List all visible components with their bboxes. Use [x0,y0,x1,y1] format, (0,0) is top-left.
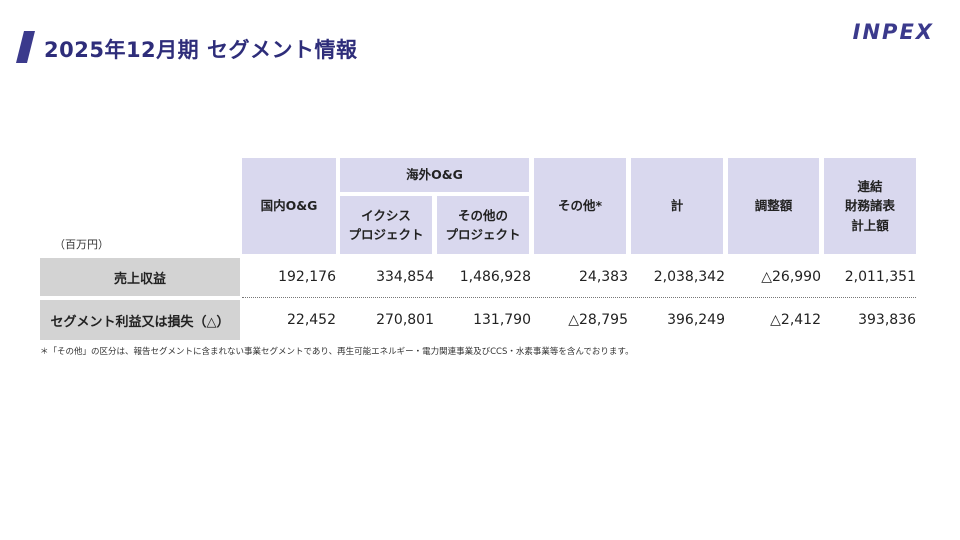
header-domestic-text: 国内O&G [260,198,318,214]
header-consolidated-line2: 財務諸表 [844,198,895,214]
header-total-text: 計 [670,198,684,214]
header-others: その他* [534,158,626,254]
revenue-adjustments: △26,990 [761,269,821,285]
profit-consolidated: 393,836 [858,312,916,328]
header-adjustments-text: 調整額 [754,198,793,214]
header-adjustments: 調整額 [728,158,819,254]
revenue-others: 24,383 [579,269,628,285]
profit-adjustments: △2,412 [770,312,821,328]
inpex-logo: INPEX [852,20,934,44]
page-title: 2025年12月期 セグメント情報 [44,38,358,62]
row-label-revenue: 売上収益 [40,258,240,296]
header-total: 計 [631,158,723,254]
profit-ichthys: 270,801 [376,312,434,328]
row-label-segment-profit-text: セグメント利益又は損失（△） [50,314,230,330]
header-ichthys: イクシス プロジェクト [340,196,432,254]
revenue-ichthys: 334,854 [376,269,434,285]
header-consolidated-line1: 連結 [857,178,883,194]
revenue-consolidated: 2,011,351 [844,269,916,285]
header-consolidated: 連結 財務諸表 計上額 [824,158,916,254]
header-overseas-group: 海外O&G [340,158,529,192]
footnote: ＊「その他」の区分は、報告セグメントに含まれない事業セグメントであり、再生可能エ… [40,347,634,357]
profit-domestic: 22,452 [287,312,336,328]
row-label-revenue-text: 売上収益 [113,271,166,287]
header-ichthys-line2: プロジェクト [348,227,424,242]
header-other-projects: その他の プロジェクト [437,196,529,254]
header-ichthys-line1: イクシス [361,207,411,223]
header-domestic: 国内O&G [242,158,336,254]
profit-other-projects: 131,790 [473,312,531,328]
header-overseas-text: 海外O&G [406,167,463,183]
header-other-projects-line1: その他の [457,207,508,223]
title-accent-bar [16,31,35,63]
header-other-projects-line2: プロジェクト [445,227,521,242]
row-divider [242,297,916,298]
revenue-other-projects: 1,486,928 [459,269,531,285]
revenue-total: 2,038,342 [653,269,725,285]
profit-total: 396,249 [667,312,725,328]
header-others-text: その他* [557,198,603,214]
profit-others: △28,795 [568,312,628,328]
revenue-domestic: 192,176 [278,269,336,285]
unit-label: （百万円） [54,238,109,251]
row-label-segment-profit: セグメント利益又は損失（△） [40,300,240,340]
header-consolidated-line3: 計上額 [851,217,889,233]
